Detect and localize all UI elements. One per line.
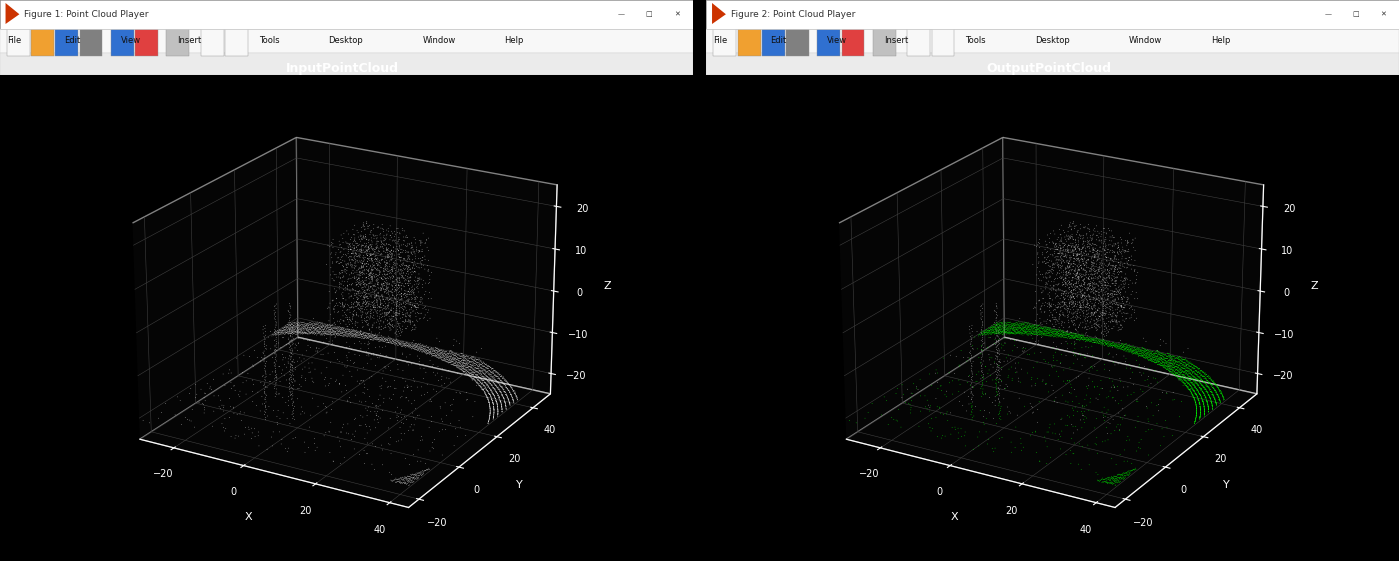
Bar	[665, 4, 690, 25]
Polygon shape	[6, 3, 20, 24]
Text: □: □	[645, 11, 652, 17]
Bar	[0, 29, 693, 53]
Bar	[762, 15, 785, 56]
Bar	[1316, 4, 1340, 25]
Text: ✕: ✕	[1381, 11, 1386, 17]
Text: Help: Help	[504, 36, 523, 45]
X-axis label: X: X	[951, 513, 958, 522]
Bar	[31, 15, 55, 56]
Y-axis label: Y: Y	[1223, 480, 1230, 490]
Bar	[1371, 4, 1396, 25]
Bar	[111, 15, 134, 56]
Bar	[713, 15, 736, 56]
Text: —: —	[618, 11, 625, 17]
Text: Window: Window	[422, 36, 456, 45]
Text: Tools: Tools	[965, 36, 986, 45]
Bar	[873, 15, 895, 56]
Bar	[166, 15, 189, 56]
Text: Insert: Insert	[178, 36, 201, 45]
Bar	[637, 4, 662, 25]
Title: OutputPointCloud: OutputPointCloud	[986, 62, 1112, 75]
Text: Window: Window	[1129, 36, 1163, 45]
Text: Figure 1: Point Cloud Player: Figure 1: Point Cloud Player	[24, 10, 148, 19]
Y-axis label: Y: Y	[516, 480, 523, 490]
Bar	[80, 15, 102, 56]
Bar	[706, 0, 1399, 29]
Bar	[7, 15, 29, 56]
Bar	[201, 15, 224, 56]
Text: Desktop: Desktop	[329, 36, 362, 45]
Text: File: File	[713, 36, 727, 45]
Bar	[706, 29, 1399, 53]
Text: ✕: ✕	[674, 11, 680, 17]
Text: View: View	[827, 36, 848, 45]
Bar	[0, 0, 693, 29]
Text: Insert: Insert	[884, 36, 908, 45]
Bar	[1343, 4, 1368, 25]
Text: Desktop: Desktop	[1035, 36, 1069, 45]
Text: Edit: Edit	[64, 36, 80, 45]
Polygon shape	[712, 3, 726, 24]
X-axis label: X: X	[245, 513, 252, 522]
Bar	[610, 4, 634, 25]
Text: Tools: Tools	[259, 36, 280, 45]
Bar	[932, 15, 954, 56]
Text: □: □	[1351, 11, 1358, 17]
Text: File: File	[7, 36, 21, 45]
Text: Edit: Edit	[771, 36, 786, 45]
Bar	[786, 15, 809, 56]
Title: InputPointCloud: InputPointCloud	[287, 62, 399, 75]
Bar	[136, 15, 158, 56]
Text: View: View	[120, 36, 141, 45]
Text: Figure 2: Point Cloud Player: Figure 2: Point Cloud Player	[730, 10, 855, 19]
Text: Help: Help	[1210, 36, 1230, 45]
Bar	[0, 53, 693, 75]
Bar	[737, 15, 761, 56]
Bar	[842, 15, 865, 56]
Bar	[56, 15, 78, 56]
Bar	[908, 15, 930, 56]
Text: —: —	[1325, 11, 1332, 17]
Bar	[706, 53, 1399, 75]
Bar	[225, 15, 248, 56]
Bar	[817, 15, 841, 56]
